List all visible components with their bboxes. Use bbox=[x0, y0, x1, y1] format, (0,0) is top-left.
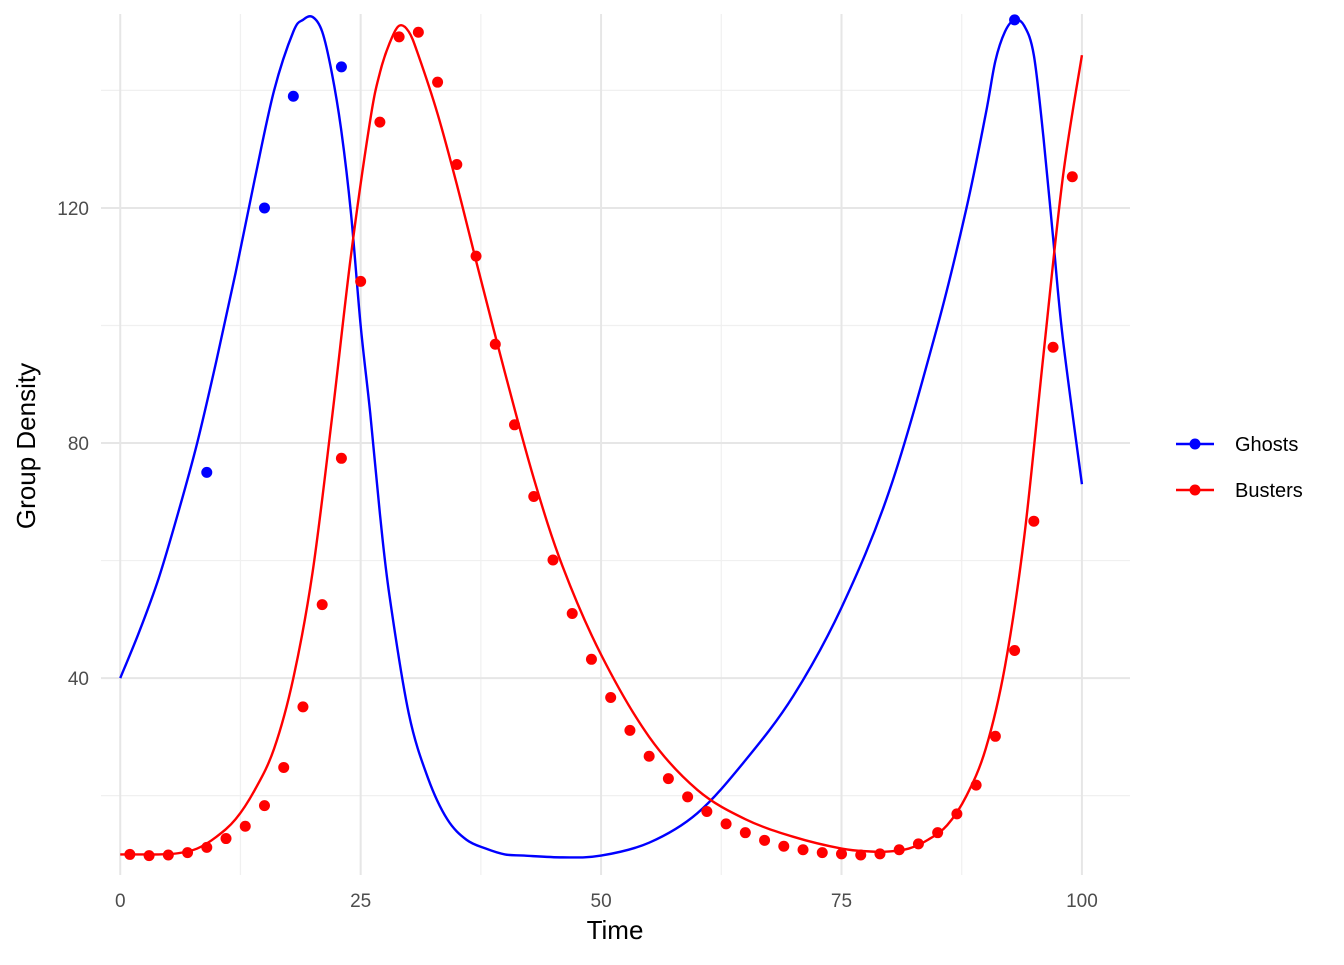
data-point-busters bbox=[1009, 644, 1021, 656]
legend-label-ghosts: Ghosts bbox=[1235, 434, 1298, 456]
x-tick-label: 50 bbox=[591, 891, 612, 912]
data-point-busters bbox=[470, 250, 482, 262]
data-point-busters bbox=[1066, 171, 1078, 183]
data-point-busters bbox=[143, 850, 155, 862]
data-point-busters bbox=[932, 827, 944, 839]
data-point-busters bbox=[412, 26, 424, 38]
data-point-ghosts bbox=[201, 466, 213, 478]
data-point-busters bbox=[682, 791, 694, 803]
data-point-busters bbox=[893, 844, 905, 856]
x-tick-label: 25 bbox=[350, 891, 371, 912]
data-point-busters bbox=[759, 834, 771, 846]
y-tick-label: 80 bbox=[68, 434, 89, 455]
series-layer bbox=[119, 14, 1084, 862]
legend-item-busters: Busters bbox=[1176, 480, 1303, 502]
data-point-busters bbox=[720, 818, 732, 830]
data-point-busters bbox=[989, 730, 1001, 742]
y-axis-title: Group Density bbox=[11, 363, 41, 529]
x-tick-label: 75 bbox=[831, 891, 852, 912]
data-point-busters bbox=[951, 808, 963, 820]
data-point-busters bbox=[797, 844, 809, 856]
data-point-busters bbox=[816, 847, 828, 859]
data-point-ghosts bbox=[287, 90, 299, 102]
series-busters bbox=[120, 23, 1084, 862]
data-point-busters bbox=[451, 158, 463, 170]
data-point-busters bbox=[201, 841, 213, 853]
x-axis-title: Time bbox=[587, 915, 644, 945]
data-point-busters bbox=[662, 773, 674, 785]
x-axis-ticks: 0 25 50 75 100 bbox=[115, 891, 1098, 912]
series-ghosts bbox=[119, 14, 1084, 859]
data-point-busters bbox=[374, 116, 386, 128]
legend-label-busters: Busters bbox=[1235, 480, 1303, 502]
data-point-busters bbox=[566, 607, 578, 619]
x-tick-label: 0 bbox=[115, 891, 126, 912]
data-point-busters bbox=[220, 833, 232, 845]
data-point-busters bbox=[547, 554, 559, 566]
data-point-busters bbox=[835, 848, 847, 860]
data-point-busters bbox=[778, 840, 790, 852]
data-point-busters bbox=[874, 848, 886, 860]
data-point-busters bbox=[432, 76, 444, 88]
data-point-busters bbox=[528, 491, 540, 503]
x-tick-label: 100 bbox=[1066, 891, 1098, 912]
data-point-busters bbox=[855, 849, 867, 861]
data-point-busters bbox=[624, 724, 636, 736]
data-point-ghosts bbox=[258, 202, 270, 214]
data-point-busters bbox=[970, 779, 982, 791]
data-point-busters bbox=[701, 806, 713, 818]
data-point-busters bbox=[605, 692, 617, 704]
data-point-busters bbox=[316, 599, 328, 611]
legend-item-ghosts: Ghosts bbox=[1176, 434, 1298, 456]
data-point-busters bbox=[239, 820, 251, 832]
data-point-busters bbox=[258, 800, 270, 812]
data-point-busters bbox=[393, 31, 405, 43]
legend: Ghosts Busters bbox=[1176, 434, 1303, 502]
data-point-busters bbox=[297, 701, 309, 713]
data-point-busters bbox=[912, 838, 924, 850]
data-point-busters bbox=[182, 847, 194, 859]
data-point-busters bbox=[124, 848, 136, 860]
data-point-busters bbox=[355, 275, 367, 287]
data-point-busters bbox=[335, 452, 347, 464]
legend-key-point-ghosts bbox=[1189, 438, 1201, 450]
legend-key-point-busters bbox=[1189, 484, 1201, 496]
y-tick-label: 120 bbox=[57, 199, 89, 220]
data-point-ghosts bbox=[335, 61, 347, 73]
data-point-busters bbox=[489, 338, 501, 350]
data-point-busters bbox=[278, 761, 290, 773]
gridlines bbox=[101, 14, 1130, 875]
data-point-busters bbox=[1047, 341, 1059, 353]
data-point-busters bbox=[643, 750, 655, 762]
y-tick-label: 40 bbox=[68, 669, 89, 690]
data-point-busters bbox=[1028, 515, 1040, 527]
series-line-ghosts bbox=[119, 15, 1084, 859]
data-point-busters bbox=[585, 653, 597, 665]
data-point-ghosts bbox=[1009, 14, 1021, 26]
data-point-busters bbox=[739, 827, 751, 839]
y-axis-ticks: 40 80 120 bbox=[57, 199, 89, 690]
data-point-busters bbox=[162, 849, 174, 861]
data-point-busters bbox=[509, 419, 521, 431]
